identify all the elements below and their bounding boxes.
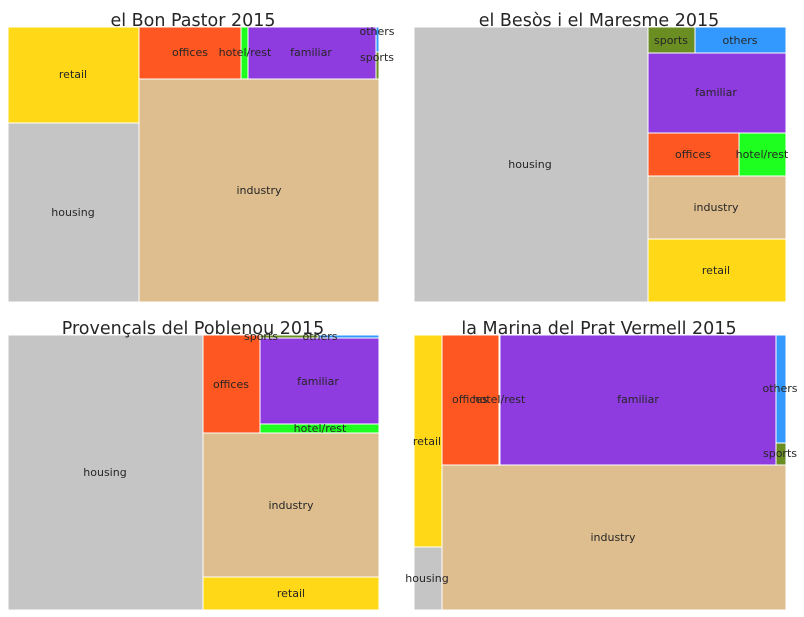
- cell-housing: [413, 546, 443, 611]
- cell-sports: [647, 26, 696, 54]
- cell-label-retail: retail: [59, 68, 87, 81]
- cell-housing: [7, 334, 204, 611]
- cell-retail: [647, 238, 787, 303]
- cell-label-industry: industry: [590, 531, 636, 544]
- cell-offices: [202, 334, 261, 434]
- cell-industry: [647, 175, 787, 240]
- cell-label-others: others: [722, 34, 757, 47]
- cell-label-offices: offices: [172, 46, 208, 59]
- cell-housing: [7, 122, 140, 303]
- treemap-panel-3: housing offices sports others familiar hotel/…: [7, 319, 380, 611]
- cell-label-sports: sports: [244, 330, 278, 343]
- cell-label-housing: housing: [508, 158, 551, 171]
- cell-label-sports: sports: [360, 51, 394, 64]
- cell-label-others: others: [359, 25, 394, 38]
- cell-label-housing: housing: [405, 572, 448, 585]
- panel-title: Provençals del Poblenou 2015: [62, 319, 325, 339]
- cell-industry: [138, 78, 380, 303]
- panel-title: el Bon Pastor 2015: [110, 11, 275, 31]
- cell-label-hotel-rest: hotel/rest: [736, 148, 789, 161]
- panel-title: el Besòs i el Maresme 2015: [479, 11, 720, 31]
- cell-label-sports: sports: [763, 447, 797, 460]
- cell-label-others: others: [762, 382, 797, 395]
- cell-familiar: [259, 337, 380, 425]
- cell-label-familiar: familiar: [290, 46, 332, 59]
- cell-label-familiar: familiar: [297, 375, 339, 388]
- cell-label-sports: sports: [654, 34, 688, 47]
- cell-label-housing: housing: [51, 206, 94, 219]
- cell-label-offices: offices: [213, 378, 249, 391]
- cell-label-retail: retail: [277, 587, 305, 600]
- cell-label-others: others: [302, 330, 337, 343]
- cell-label-industry: industry: [236, 184, 282, 197]
- cell-label-familiar: familiar: [617, 393, 659, 406]
- cell-familiar: [499, 334, 777, 466]
- cell-hotel-rest: [738, 132, 787, 177]
- cell-label-hotel-rest: hotel/rest: [294, 422, 347, 435]
- cell-label-familiar: familiar: [695, 86, 737, 99]
- cell-others: [694, 26, 787, 54]
- cell-familiar: [647, 52, 787, 134]
- cell-label-offices: offices: [452, 393, 488, 406]
- panel-title: la Marina del Prat Vermell 2015: [461, 319, 736, 339]
- cell-retail: [202, 576, 380, 611]
- cell-label-industry: industry: [268, 499, 314, 512]
- cell-offices: [441, 334, 500, 466]
- cell-housing: [413, 26, 649, 303]
- treemap-panel-1: retail housing offices hotel/rest familiar ot…: [7, 11, 395, 303]
- cell-label-housing: housing: [83, 466, 126, 479]
- cell-label-hotel-rest: hotel/rest: [219, 46, 272, 59]
- cell-offices: [138, 26, 242, 80]
- cell-label-hotel-rest: hotel/rest: [473, 393, 526, 406]
- cell-industry: [441, 464, 787, 611]
- cell-label-industry: industry: [693, 201, 739, 214]
- cell-retail: [7, 26, 140, 124]
- cell-label-retail: retail: [702, 264, 730, 277]
- cell-label-offices: offices: [675, 148, 711, 161]
- cell-label-retail: retail: [413, 435, 441, 448]
- treemap-panel-2: housing sports others familiar offices hotel/…: [413, 11, 789, 303]
